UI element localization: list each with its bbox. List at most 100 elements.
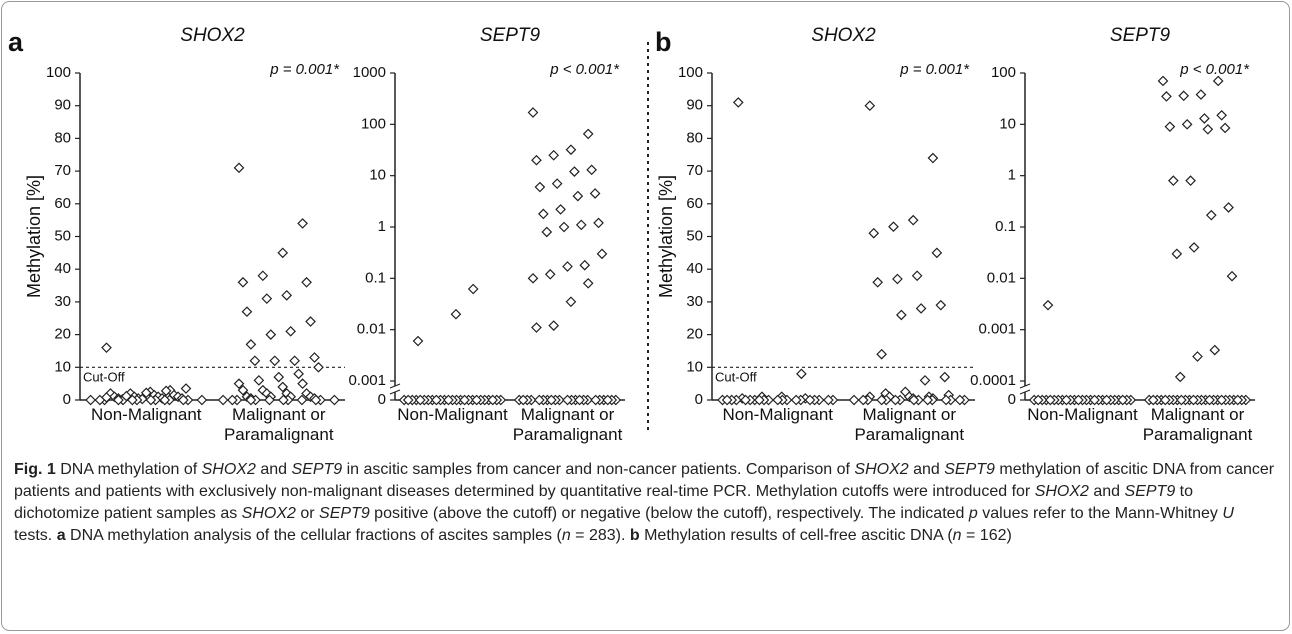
- y-tick-label: 20: [686, 326, 703, 343]
- data-point: [551, 178, 563, 189]
- y-tick-label: 100: [678, 64, 703, 81]
- y-tick-label: 0.001: [348, 372, 386, 389]
- data-point: [939, 371, 951, 383]
- y-tick-label: 90: [54, 97, 71, 114]
- y-tick-label: 10: [369, 167, 386, 184]
- caption-text: SEPT9: [944, 461, 995, 478]
- data-point: [1044, 394, 1056, 406]
- data-point: [281, 290, 293, 301]
- y-tick-label: 0.1: [365, 269, 386, 286]
- data-point: [864, 100, 876, 112]
- y-tick-label: 70: [686, 162, 703, 179]
- data-point: [796, 368, 807, 380]
- caption-text: b: [629, 527, 640, 544]
- data-point: [241, 306, 253, 318]
- caption-text: values refer to the Mann-Whitney: [977, 505, 1223, 522]
- data-point: [1073, 394, 1084, 406]
- y-tick-label: 20: [54, 326, 71, 343]
- caption-text: and: [255, 461, 292, 478]
- caption-text: Fig. 1: [14, 461, 56, 478]
- data-point: [217, 394, 229, 406]
- chart-title: SHOX2: [180, 25, 245, 46]
- data-point: [297, 378, 308, 389]
- data-point: [1147, 394, 1159, 406]
- data-point: [1171, 248, 1183, 260]
- data-point: [278, 394, 289, 406]
- data-point: [555, 204, 566, 215]
- data-point: [296, 394, 308, 406]
- data-point: [459, 394, 470, 406]
- caption-text: n: [561, 527, 571, 544]
- data-point: [1176, 394, 1187, 406]
- data-point: [927, 152, 939, 164]
- data-point: [1188, 394, 1199, 406]
- data-point: [602, 394, 614, 406]
- data-point: [253, 375, 265, 386]
- data-point: [196, 394, 208, 406]
- y-tick-label: 0: [63, 391, 71, 408]
- y-tick-label: 60: [54, 195, 71, 212]
- data-point: [1202, 123, 1214, 135]
- y-tick-label: 50: [686, 227, 703, 244]
- data-point: [126, 394, 138, 406]
- data-point: [450, 308, 462, 320]
- x-tick-label: Non-Malignant: [722, 405, 834, 424]
- caption-text: SHOX2: [201, 461, 256, 478]
- data-point: [531, 322, 542, 333]
- data-point: [804, 394, 816, 406]
- data-point: [546, 394, 557, 406]
- data-point: [582, 277, 594, 289]
- y-tick-label: 0: [378, 391, 386, 408]
- data-point: [159, 394, 171, 406]
- data-point: [915, 303, 927, 314]
- data-point: [753, 394, 765, 406]
- data-point: [593, 217, 604, 229]
- data-point: [527, 272, 539, 284]
- data-point: [1174, 371, 1186, 383]
- axis-break: [1019, 383, 1031, 395]
- data-point: [160, 385, 172, 397]
- data-point: [245, 339, 257, 350]
- data-point: [227, 394, 238, 406]
- y-tick-label: 70: [54, 162, 71, 179]
- data-point: [245, 394, 257, 406]
- data-point: [1223, 202, 1234, 213]
- caption-text: a: [56, 527, 66, 544]
- data-point: [237, 276, 249, 288]
- y-tick-label: 40: [54, 260, 71, 277]
- data-point: [1205, 209, 1217, 221]
- data-point: [265, 329, 277, 340]
- x-tick-label: Non-Malignant: [1027, 405, 1138, 424]
- data-point: [872, 276, 884, 288]
- data-point: [596, 248, 608, 260]
- data-point: [297, 218, 308, 229]
- caption-text: in ascitic samples from cancer and non-c…: [342, 461, 855, 478]
- data-point: [586, 164, 597, 176]
- data-point: [888, 221, 899, 233]
- data-point: [544, 268, 556, 280]
- data-point: [233, 162, 245, 174]
- data-point: [1168, 175, 1179, 186]
- data-point: [443, 394, 454, 406]
- data-point: [1188, 242, 1200, 253]
- data-point: [579, 259, 591, 271]
- data-point: [101, 342, 112, 354]
- y-tick-label: 0: [1008, 391, 1016, 408]
- data-point: [541, 226, 553, 238]
- y-tick-label: 0.0001: [970, 372, 1016, 389]
- y-tick-label: 30: [686, 293, 703, 310]
- data-point: [896, 309, 907, 321]
- data-point: [313, 361, 324, 373]
- y-tick-label: 0.01: [357, 321, 386, 338]
- y-tick-label: 0: [695, 391, 703, 408]
- y-tick-label: 1: [378, 218, 386, 235]
- data-point: [848, 394, 860, 406]
- y-tick-label: 0.01: [987, 269, 1016, 286]
- data-point: [1061, 394, 1072, 406]
- y-tick-label: 10: [999, 115, 1016, 132]
- data-point: [1216, 109, 1227, 121]
- caption-text: SEPT9: [291, 461, 343, 478]
